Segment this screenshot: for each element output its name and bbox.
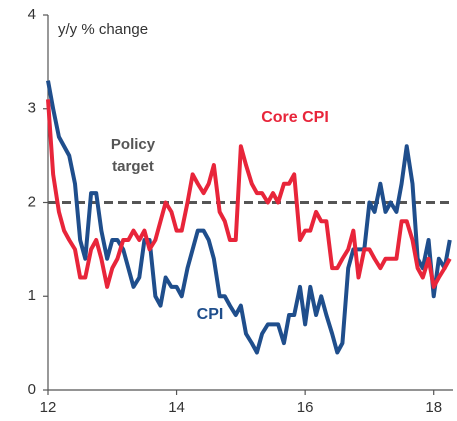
series-label: Core CPI	[261, 109, 329, 126]
y-tick-label: 2	[28, 193, 36, 210]
y-tick-label: 1	[28, 287, 36, 304]
reference-label: Policy	[111, 136, 156, 153]
series-line	[46, 80, 452, 355]
x-tick-label: 12	[40, 399, 57, 416]
series-line	[46, 99, 452, 289]
y-tick-label: 0	[28, 381, 36, 398]
y-tick-label: 3	[28, 100, 36, 117]
x-tick-label: 14	[168, 399, 185, 416]
y-tick-label: 4	[28, 6, 36, 23]
y-axis-label: y/y % change	[58, 21, 148, 38]
x-tick-label: 16	[297, 399, 314, 416]
x-tick-label: 18	[425, 399, 442, 416]
reference-label: target	[112, 158, 154, 175]
series-label: CPI	[197, 306, 224, 323]
